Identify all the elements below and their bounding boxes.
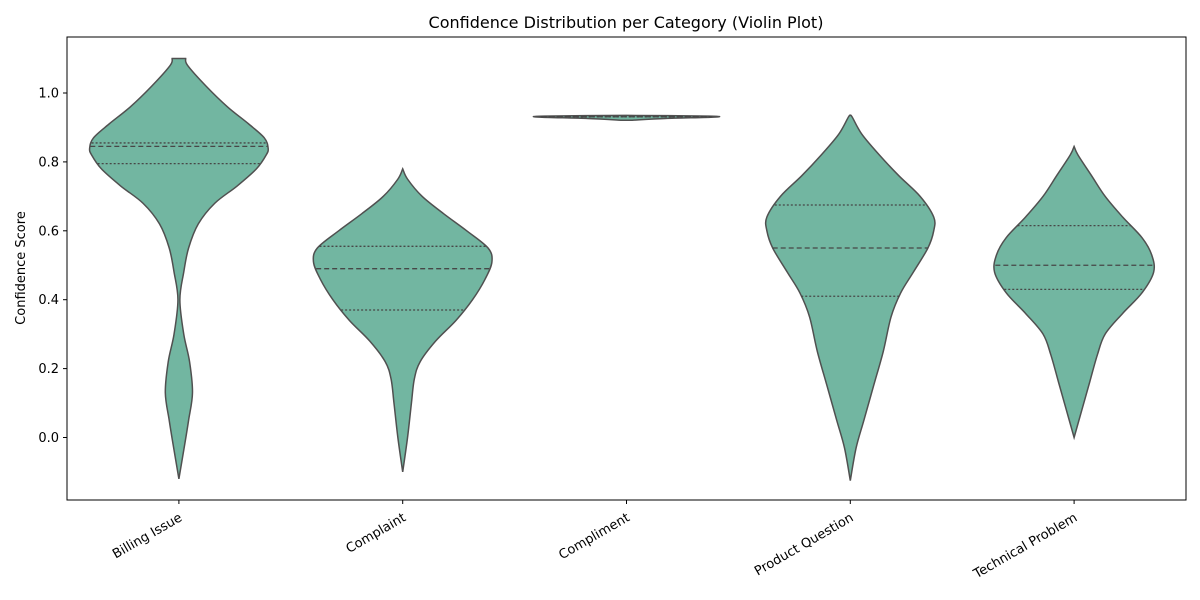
violin-body: [532, 114, 721, 121]
x-tick-label: Billing Issue: [110, 510, 185, 562]
violin-billing-issue: [88, 57, 269, 479]
y-ticks: 0.0 0.2 0.4 0.6 0.8 1.0: [38, 87, 67, 446]
x-tick-label: Product Question: [752, 510, 856, 579]
x-tick-label: Complaint: [344, 510, 409, 556]
chart-title: Confidence Distribution per Category (Vi…: [429, 13, 824, 32]
violin-compliment: [532, 114, 721, 121]
y-tick-label: 0.6: [38, 224, 59, 239]
y-axis-label: Confidence Score: [14, 211, 29, 325]
violin-body: [88, 57, 269, 479]
violin-body: [993, 144, 1156, 441]
y-tick-label: 1.0: [38, 87, 59, 102]
x-tick-label: Compliment: [556, 510, 632, 563]
violin-product-question: [764, 114, 936, 481]
x-tick-label: Technical Problem: [970, 510, 1080, 582]
violin-body: [312, 167, 493, 473]
y-tick-label: 0.4: [38, 293, 59, 308]
violin-technical-problem: [993, 144, 1156, 441]
violin-complaint: [312, 167, 493, 473]
violins-layer: [88, 57, 1156, 481]
y-tick-label: 0.8: [38, 155, 59, 170]
violin-body: [764, 114, 936, 481]
x-ticks: Billing Issue Complaint Compliment Product …: [110, 500, 1080, 582]
y-tick-label: 0.2: [38, 362, 59, 377]
y-tick-label: 0.0: [38, 431, 59, 446]
